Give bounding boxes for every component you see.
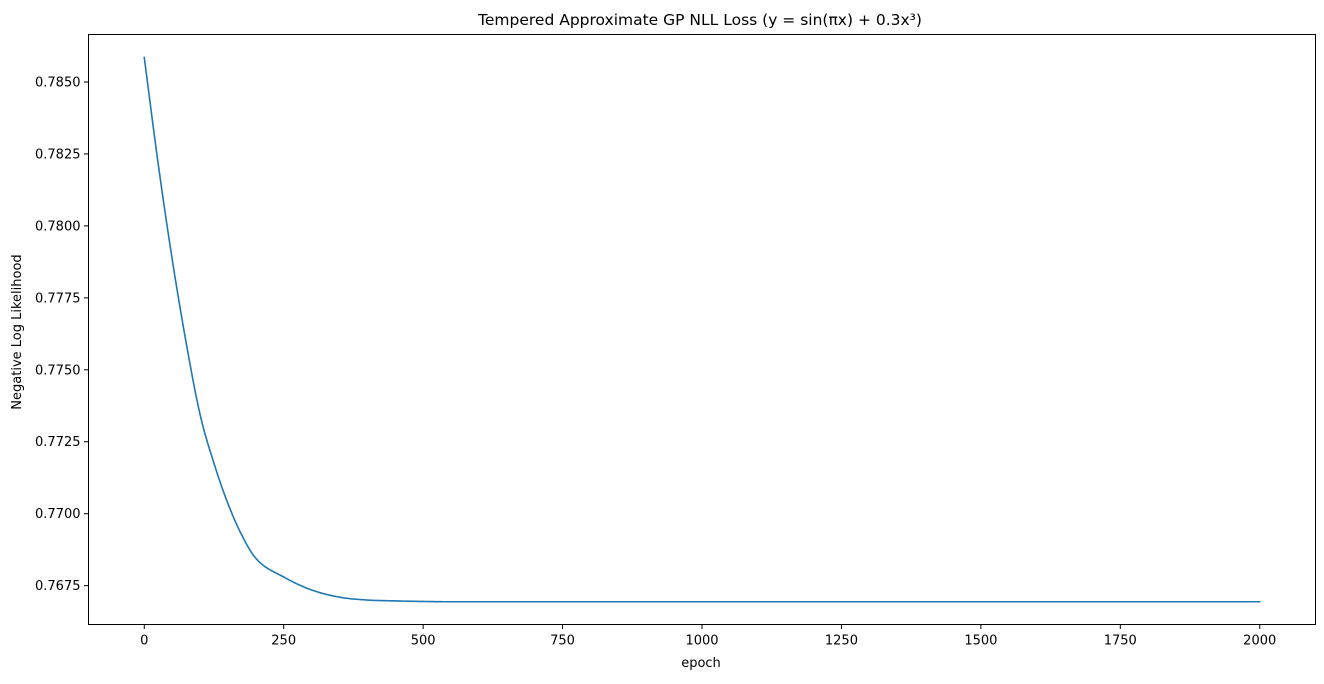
x-tick-label: 1750	[1104, 634, 1137, 649]
x-tick-label: 250	[271, 634, 296, 649]
x-axis-ticks: 0 250 500 750 1000 1250 1500 1750 2000	[140, 624, 1276, 649]
y-axis-ticks: 0.7675 0.7700 0.7725 0.7750 0.7775 0.7800 0.78…	[35, 75, 89, 594]
x-tick-label: 1000	[685, 634, 718, 649]
y-tick-label: 0.7700	[35, 507, 81, 522]
y-tick-label: 0.7675	[35, 579, 81, 594]
x-tick-label: 500	[411, 634, 436, 649]
y-tick-label: 0.7800	[35, 219, 81, 234]
y-tick-label: 0.7725	[35, 435, 81, 450]
series-line	[143, 56, 1261, 603]
x-axis-label: epoch	[681, 656, 721, 671]
x-tick-label: 750	[550, 634, 575, 649]
plot-frame	[88, 34, 1316, 625]
chart-title: Tempered Approximate GP NLL Loss (y = si…	[477, 11, 922, 29]
y-tick-label: 0.7750	[35, 363, 81, 378]
y-tick-label: 0.7825	[35, 147, 81, 162]
x-tick-label: 1250	[825, 634, 858, 649]
x-tick-label: 0	[140, 634, 148, 649]
x-tick-label: 2000	[1243, 634, 1276, 649]
y-tick-label: 0.7850	[35, 75, 81, 90]
plot-area	[143, 56, 1261, 603]
y-tick-label: 0.7775	[35, 291, 81, 306]
y-axis-label: Negative Log Likelihood	[10, 254, 25, 409]
x-tick-label: 1500	[964, 634, 997, 649]
